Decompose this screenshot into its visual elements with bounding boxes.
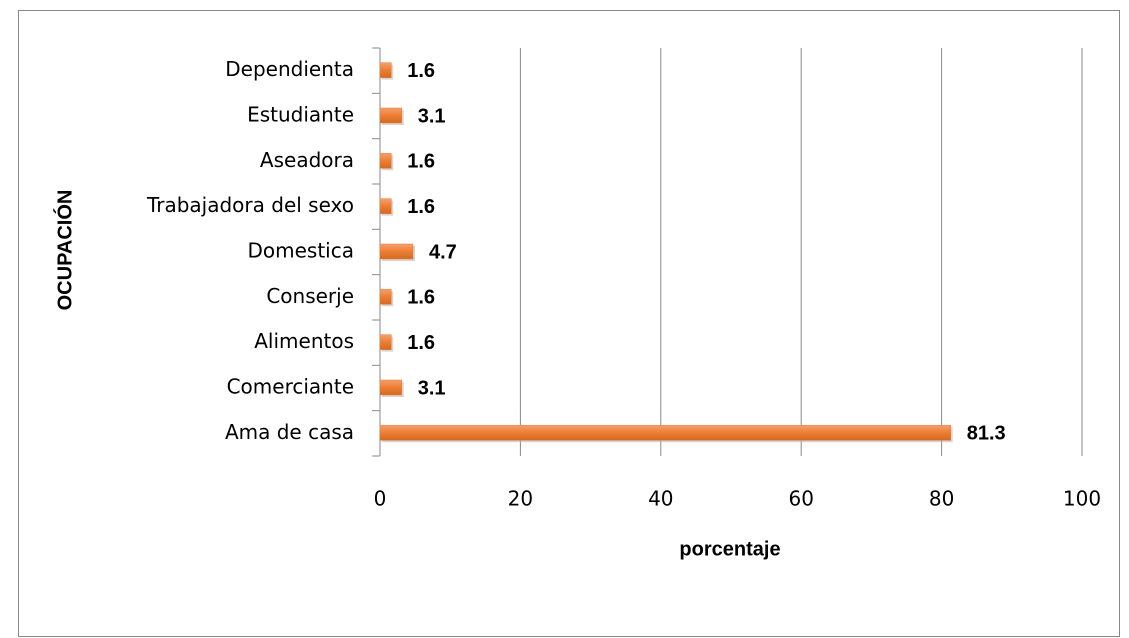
chart-frame	[18, 10, 1120, 637]
value-label: 1.6	[407, 151, 435, 173]
value-label: 1.6	[407, 60, 435, 82]
x-axis-label: porcentaje	[679, 538, 780, 560]
x-tick-label: 40	[648, 487, 673, 511]
bar	[379, 289, 392, 305]
x-tick-label: 60	[788, 487, 813, 511]
x-tick-label: 0	[374, 487, 387, 511]
y-tick-label: Ama de casa	[225, 420, 354, 444]
x-tick-label: 80	[929, 487, 954, 511]
y-tick-label: Dependienta	[225, 57, 354, 81]
y-tick-label: Domestica	[248, 239, 355, 263]
bar	[379, 379, 403, 396]
value-label: 3.1	[418, 105, 446, 127]
y-tick-label: Comerciante	[227, 375, 354, 399]
bar	[379, 107, 403, 124]
value-label: 81.3	[967, 423, 1006, 445]
value-label: 1.6	[407, 332, 435, 354]
y-tick-label: Trabajadora del sexo	[146, 193, 354, 217]
y-tick-label: Estudiante	[247, 103, 354, 127]
value-label: 1.6	[407, 196, 435, 218]
x-tick-label: 20	[508, 487, 533, 511]
bar	[379, 243, 414, 260]
value-label: 3.1	[418, 377, 446, 399]
bar	[379, 425, 951, 441]
bar	[379, 153, 392, 169]
y-tick-label: Alimentos	[254, 329, 354, 353]
bar	[379, 334, 392, 350]
value-label: 1.6	[407, 287, 435, 309]
x-tick-label: 100	[1063, 487, 1101, 511]
value-label: 4.7	[429, 241, 457, 263]
y-axis-label: OCUPACIÓN	[52, 190, 76, 311]
bar	[379, 62, 392, 78]
bar	[379, 198, 392, 214]
y-tick-label: Aseadora	[260, 148, 354, 172]
y-tick-label: Conserje	[266, 284, 354, 308]
